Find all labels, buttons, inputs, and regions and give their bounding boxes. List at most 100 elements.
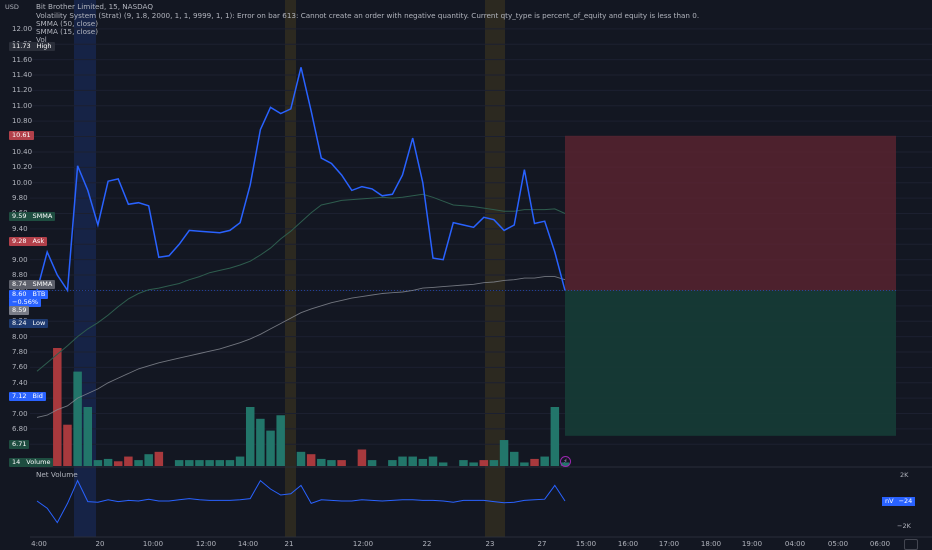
volume-bar [438,462,448,466]
volume-bar [113,461,123,466]
x-tick-label: 19:00 [741,540,763,548]
x-tick-label: 06:00 [869,540,891,548]
x-tick-label: 12:00 [352,540,374,548]
netvol-axis-bottom: −2K [897,522,911,530]
y-tick-label: 9.00 [12,255,28,264]
x-tick-label: 16:00 [617,540,639,548]
volume-bar [306,454,316,466]
y-tick-label: 10.80 [12,117,33,126]
volume-bar [357,449,367,466]
volume-bar [266,430,275,466]
volume-bar [540,456,549,466]
volume-bar [317,458,326,466]
x-tick-label: 15:00 [575,540,597,548]
vol-legend[interactable]: Vol [36,35,47,44]
volume-bar [388,460,397,466]
volume-bar [154,451,164,466]
grey-price-tag: 8.59 [9,306,30,315]
volume-bar [499,440,509,466]
volume-bar [174,460,184,466]
volume-bar [296,451,306,466]
smma50-line [36,193,566,372]
volume-bar [185,460,194,466]
volume-bar [215,460,225,466]
volume-bar [276,415,285,466]
flash-icon[interactable]: ⚡ [560,456,571,467]
x-tick-label: 20 [95,540,105,548]
upper-level-tag: 10.61 [9,131,34,140]
volume-bar [509,451,519,466]
strategy-error-line[interactable]: Volatility System (Strat) (9, 1.8, 2000,… [36,11,700,20]
volume-bar [398,456,407,466]
x-tick-label: 04:00 [784,540,806,548]
volume-bar [103,458,113,466]
y-tick-label: 10.20 [12,163,33,172]
volume-bar [327,460,336,466]
volume-bar [53,348,62,466]
y-tick-label: 8.00 [12,332,28,341]
x-tick-label: 27 [537,540,547,548]
net-volume-line [36,479,566,524]
volume-bar [93,460,103,466]
volume-bar [245,407,255,466]
smma-tag: 9.59 SMMA [9,212,56,221]
y-tick-label: 6.80 [12,424,28,433]
take-profit-zone [565,290,896,436]
volume-bar [428,456,438,466]
y-tick-label: 7.00 [12,409,28,418]
volume-bar [235,456,245,466]
volume-bar [124,456,133,466]
settings-icon[interactable] [904,539,918,550]
y-tick-label: 12.00 [12,24,33,33]
y-tick-label: 7.60 [12,363,28,372]
volume-bar [134,460,143,466]
x-tick-label: 4:00 [31,540,47,548]
x-tick-label: 23 [485,540,495,548]
volume-bar [225,460,235,466]
stop-loss-zone [565,135,896,291]
volume-bar [337,460,346,466]
x-tick-label: 21 [284,540,294,548]
volume-bar [530,458,539,466]
volume-bar [418,458,428,466]
volume-bar [520,462,529,466]
smma15-legend[interactable]: SMMA (15, close) [36,27,99,36]
y-tick-label: 11.40 [12,71,33,79]
volume-tag: 14 Volume [9,458,54,467]
net-volume-title[interactable]: Net Volume [36,470,78,479]
symbol-title[interactable]: Bit Brother Limited, 15, NASDAQ [36,2,153,11]
y-tick-label: 10.40 [12,147,33,156]
ask-tag: 9.28 Ask [9,237,48,246]
volume-bar [63,424,72,466]
low-tag: 8.24 Low [9,319,49,328]
y-tick-label: 11.00 [12,101,33,110]
netvol-current-tag: nV −24 [882,497,916,506]
smma-grey-tag: 8.74 SMMA [9,280,56,289]
x-tick-label: 18:00 [700,540,722,548]
y-tick-label: 9.40 [12,224,28,233]
session-band [285,0,296,537]
volume-bar [459,460,468,466]
volume-bar [256,418,265,466]
high-tag: 11.73 High [9,42,55,51]
volume-bar [408,456,417,466]
x-tick-label: 22 [422,540,432,548]
volume-bar [195,460,204,466]
y-tick-label: 9.80 [12,194,28,203]
netvol-axis-top: 2K [900,471,909,479]
y-tick-label: 7.40 [12,378,28,387]
volume-bar [144,454,153,466]
price-line [36,67,566,293]
volume-bar [205,460,214,466]
y-tick-label: 7.80 [12,347,28,356]
x-tick-label: 14:00 [237,540,259,548]
smma50-legend[interactable]: SMMA (50, close) [36,19,99,28]
volume-bar [83,407,93,466]
volume-bar [550,407,560,466]
volume-bar [367,460,377,466]
x-tick-label: 17:00 [658,540,680,548]
currency-label: USD [5,3,19,11]
volume-bar [489,460,499,466]
smma15-line [36,276,566,418]
